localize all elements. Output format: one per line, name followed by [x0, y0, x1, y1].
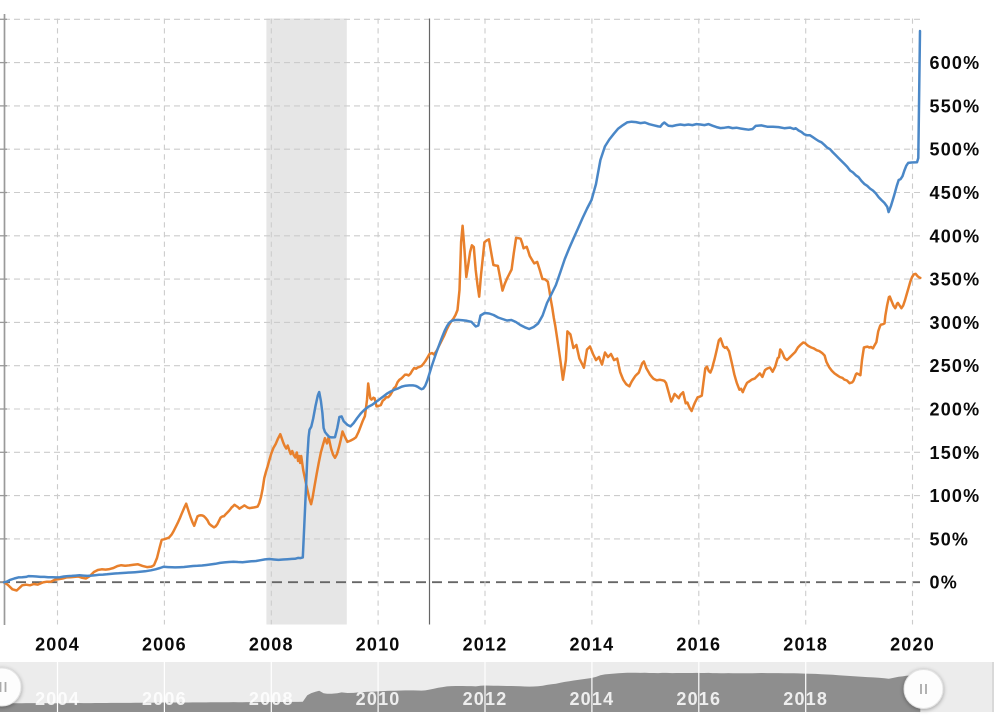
svg-text:500%: 500%: [930, 140, 981, 160]
svg-text:2010: 2010: [356, 635, 401, 655]
svg-text:400%: 400%: [930, 226, 981, 246]
svg-text:550%: 550%: [930, 96, 981, 116]
svg-text:2006: 2006: [142, 635, 187, 655]
svg-text:2016: 2016: [676, 689, 721, 709]
svg-text:2004: 2004: [35, 635, 80, 655]
svg-text:2012: 2012: [463, 689, 508, 709]
svg-text:2018: 2018: [783, 689, 828, 709]
svg-text:2014: 2014: [569, 635, 614, 655]
svg-text:2008: 2008: [249, 689, 294, 709]
svg-text:2010: 2010: [356, 689, 401, 709]
svg-text:2004: 2004: [35, 689, 80, 709]
svg-text:2016: 2016: [676, 635, 721, 655]
svg-text:350%: 350%: [930, 270, 981, 290]
svg-text:450%: 450%: [930, 183, 981, 203]
svg-text:2014: 2014: [569, 689, 614, 709]
svg-text:50%: 50%: [930, 529, 970, 549]
svg-text:600%: 600%: [930, 53, 981, 73]
svg-text:200%: 200%: [930, 400, 981, 420]
svg-text:2008: 2008: [249, 635, 294, 655]
svg-text:0%: 0%: [930, 573, 958, 593]
svg-text:2012: 2012: [463, 635, 508, 655]
svg-text:2006: 2006: [142, 689, 187, 709]
svg-text:2018: 2018: [783, 635, 828, 655]
svg-text:2020: 2020: [890, 635, 935, 655]
svg-text:100%: 100%: [930, 486, 981, 506]
svg-text:300%: 300%: [930, 313, 981, 333]
svg-text:250%: 250%: [930, 356, 981, 376]
svg-text:150%: 150%: [930, 443, 981, 463]
